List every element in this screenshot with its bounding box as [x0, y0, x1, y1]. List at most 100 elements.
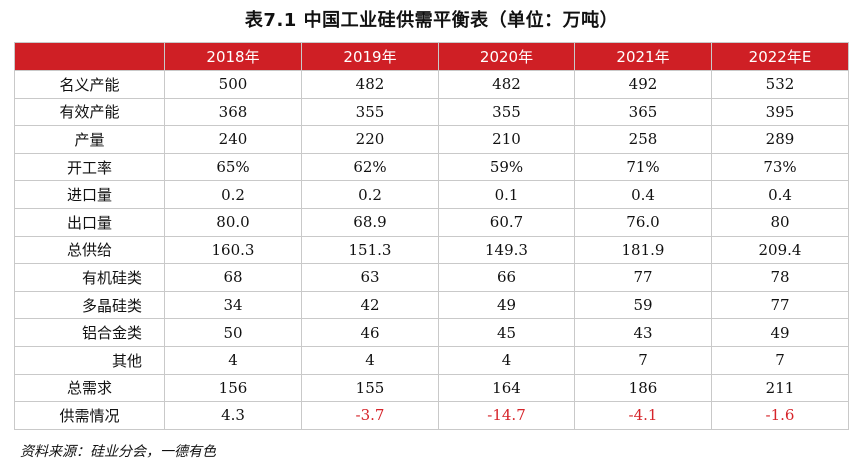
table-cell: 186: [574, 373, 712, 403]
table-cell: 60.7: [438, 207, 575, 237]
header-year-2022e: 2022年E: [711, 42, 849, 71]
table-row: 其他 4 4 4 7 7: [14, 345, 849, 375]
table-cell: 0.2: [164, 180, 302, 209]
table-row: 名义产能 500 482 482 492 532: [14, 70, 849, 99]
table-cell: 258: [574, 125, 712, 154]
table-cell: 209.4: [711, 235, 849, 265]
header-year-2019: 2019年: [301, 42, 439, 71]
header-year-2018: 2018年: [164, 42, 302, 71]
table-row: 开工率 65% 62% 59% 71% 73%: [14, 152, 849, 182]
table-cell: 46: [301, 318, 439, 347]
table-row: 供需情况 4.3 -3.7 -14.7 -4.1 -1.6: [14, 401, 849, 430]
table-cell: 149.3: [438, 235, 575, 265]
table-cell: 65%: [164, 152, 302, 182]
table-cell: 155: [301, 373, 439, 403]
table-cell: 0.2: [301, 180, 439, 209]
table-cell: 240: [164, 125, 302, 154]
table-cell: 76.0: [574, 207, 712, 237]
table-cell: 62%: [301, 152, 439, 182]
table-cell: 71%: [574, 152, 712, 182]
table-cell: 211: [711, 373, 849, 403]
table-row: 总供给 160.3 151.3 149.3 181.9 209.4: [14, 235, 849, 265]
header-year-2020: 2020年: [438, 42, 575, 71]
table-cell: 395: [711, 97, 849, 127]
table-cell: 500: [164, 70, 302, 99]
table-cell: 7: [574, 345, 712, 375]
row-label: 产量: [14, 125, 165, 154]
table-row: 多晶硅类 34 42 49 59 77: [14, 290, 849, 320]
table-cell: 49: [438, 290, 575, 320]
source-note: 资料来源：硅业分会，一德有色: [20, 444, 216, 460]
table-cell: 355: [301, 97, 439, 127]
row-label: 供需情况: [14, 401, 165, 430]
row-label: 其他: [14, 345, 165, 375]
table-row: 进口量 0.2 0.2 0.1 0.4 0.4: [14, 180, 849, 209]
table-cell: 151.3: [301, 235, 439, 265]
table-cell: 482: [438, 70, 575, 99]
table-row: 有效产能 368 355 355 365 395: [14, 97, 849, 127]
table-cell: 7: [711, 345, 849, 375]
row-label: 进口量: [14, 180, 165, 209]
table-cell: 368: [164, 97, 302, 127]
table-cell: 68: [164, 263, 302, 292]
table-cell: 365: [574, 97, 712, 127]
table-cell: 4: [164, 345, 302, 375]
table-cell: 78: [711, 263, 849, 292]
row-label: 总供给: [14, 235, 165, 265]
table-cell: 4: [301, 345, 439, 375]
row-label: 多晶硅类: [14, 290, 165, 320]
table-cell: 80.0: [164, 207, 302, 237]
row-label: 有效产能: [14, 97, 165, 127]
table-cell: 59%: [438, 152, 575, 182]
table-cell: -14.7: [438, 401, 575, 430]
table-row: 有机硅类 68 63 66 77 78: [14, 263, 849, 292]
table-cell: 49: [711, 318, 849, 347]
table-row: 出口量 80.0 68.9 60.7 76.0 80: [14, 207, 849, 237]
table-cell: 77: [711, 290, 849, 320]
table-cell: 43: [574, 318, 712, 347]
row-label: 铝合金类: [14, 318, 165, 347]
table-title: 表7.1 中国工业硅供需平衡表（单位：万吨）: [244, 10, 619, 31]
table-cell: 59: [574, 290, 712, 320]
table-cell: 80: [711, 207, 849, 237]
table-row: 总需求 156 155 164 186 211: [14, 373, 849, 403]
table-cell: -1.6: [711, 401, 849, 430]
table-cell: 77: [574, 263, 712, 292]
table-row: 产量 240 220 210 258 289: [14, 125, 849, 154]
table-cell: -3.7: [301, 401, 439, 430]
row-label: 开工率: [14, 152, 165, 182]
table-cell: 45: [438, 318, 575, 347]
row-label: 出口量: [14, 207, 165, 237]
table-cell: 4.3: [164, 401, 302, 430]
supply-demand-table: 2018年 2019年 2020年 2021年 2022年E 名义产能 500 48…: [14, 42, 849, 430]
table-cell: 482: [301, 70, 439, 99]
table-body: 名义产能 500 482 482 492 532 有效产能 368 355 355 365 395 产量…: [14, 70, 849, 430]
header-year-2021: 2021年: [574, 42, 712, 71]
table-cell: 492: [574, 70, 712, 99]
table-cell: 42: [301, 290, 439, 320]
table-cell: 156: [164, 373, 302, 403]
header-row: 2018年 2019年 2020年 2021年 2022年E: [14, 42, 849, 71]
table-cell: 63: [301, 263, 439, 292]
table-cell: 160.3: [164, 235, 302, 265]
table-cell: 0.4: [711, 180, 849, 209]
table-cell: 164: [438, 373, 575, 403]
row-label: 名义产能: [14, 70, 165, 99]
table-cell: 220: [301, 125, 439, 154]
table-cell: 68.9: [301, 207, 439, 237]
table-cell: 34: [164, 290, 302, 320]
table-cell: 73%: [711, 152, 849, 182]
row-label: 有机硅类: [14, 263, 165, 292]
table-cell: 50: [164, 318, 302, 347]
table-cell: 4: [438, 345, 575, 375]
header-corner-cell: [14, 42, 165, 71]
table-cell: 289: [711, 125, 849, 154]
table-cell: 0.4: [574, 180, 712, 209]
table-row: 铝合金类 50 46 45 43 49: [14, 318, 849, 347]
table-cell: -4.1: [574, 401, 712, 430]
table-cell: 66: [438, 263, 575, 292]
table-cell: 181.9: [574, 235, 712, 265]
row-label: 总需求: [14, 373, 165, 403]
table-cell: 210: [438, 125, 575, 154]
table-cell: 0.1: [438, 180, 575, 209]
